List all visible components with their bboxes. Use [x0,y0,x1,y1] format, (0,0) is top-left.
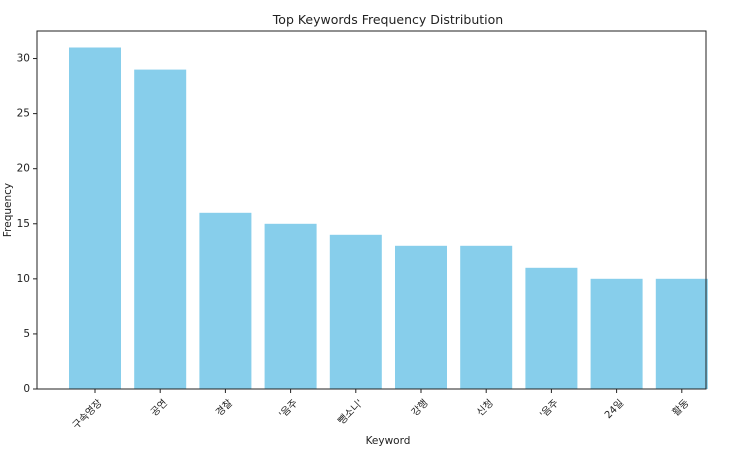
x-tick-label: 경찰 [213,396,235,418]
bar [199,212,252,389]
x-tick-label: '음주 [538,397,561,420]
bar [655,278,708,389]
bar [460,245,513,389]
bar [264,223,317,389]
y-tick-label: 0 [23,383,30,395]
x-tick-label: 24일 [602,397,626,421]
x-axis-ticks: 구속영장 공연 경찰 '음주 뺑소니' 강행 신청 '음주 24일 활동 [70,389,691,432]
bar [69,47,121,389]
chart-title: Top Keywords Frequency Distribution [272,12,503,27]
y-tick-label: 20 [17,163,30,175]
y-axis-label: Frequency [2,183,14,237]
y-tick-label: 10 [17,273,30,285]
x-tick-label: 강행 [409,397,431,419]
y-tick-label: 15 [17,218,30,230]
bar [590,278,643,389]
x-tick-label: 공연 [148,397,170,419]
bar [395,245,447,389]
bars-group [69,47,708,389]
x-tick-label: 뺑소니' [335,397,365,427]
y-tick-label: 25 [17,108,30,120]
y-tick-label: 5 [23,328,30,340]
x-tick-label: 활동 [669,396,691,418]
y-tick-label: 30 [17,53,30,65]
y-axis-ticks: 0 5 10 15 20 25 30 [17,53,37,395]
plot-frame [36,30,707,390]
x-tick-label: 구속영장 [70,397,105,432]
x-tick-label: '음주 [277,397,300,420]
x-tick-label: 신청 [474,397,496,419]
bar [134,69,187,389]
bar [525,267,578,389]
bar [329,234,382,389]
x-axis-label: Keyword [366,435,411,447]
